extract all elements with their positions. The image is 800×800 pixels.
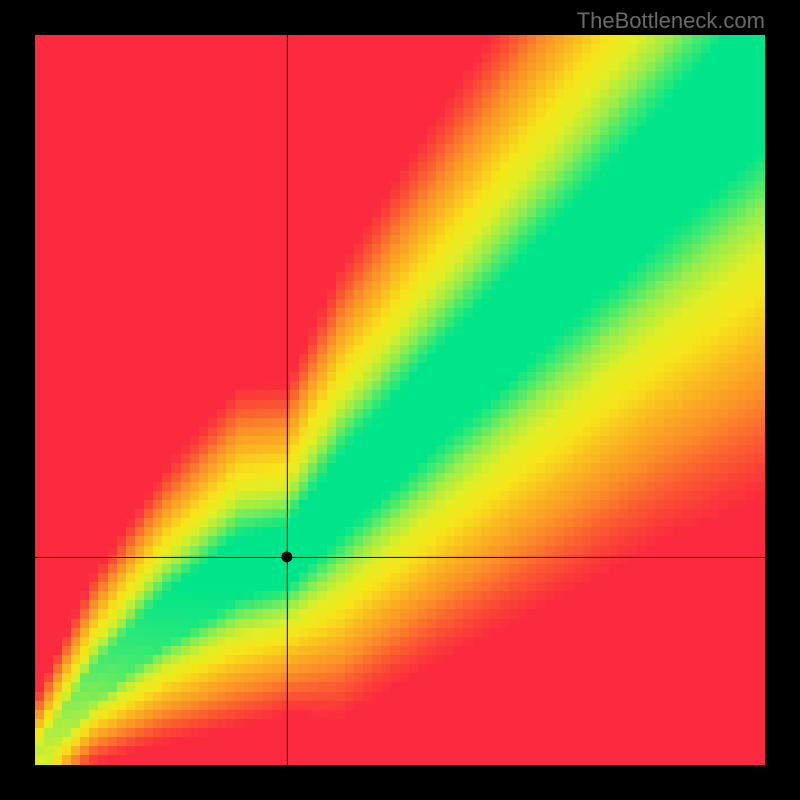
bottleneck-heatmap	[35, 35, 765, 765]
heatmap-canvas	[35, 35, 765, 765]
watermark-text: TheBottleneck.com	[577, 8, 765, 34]
